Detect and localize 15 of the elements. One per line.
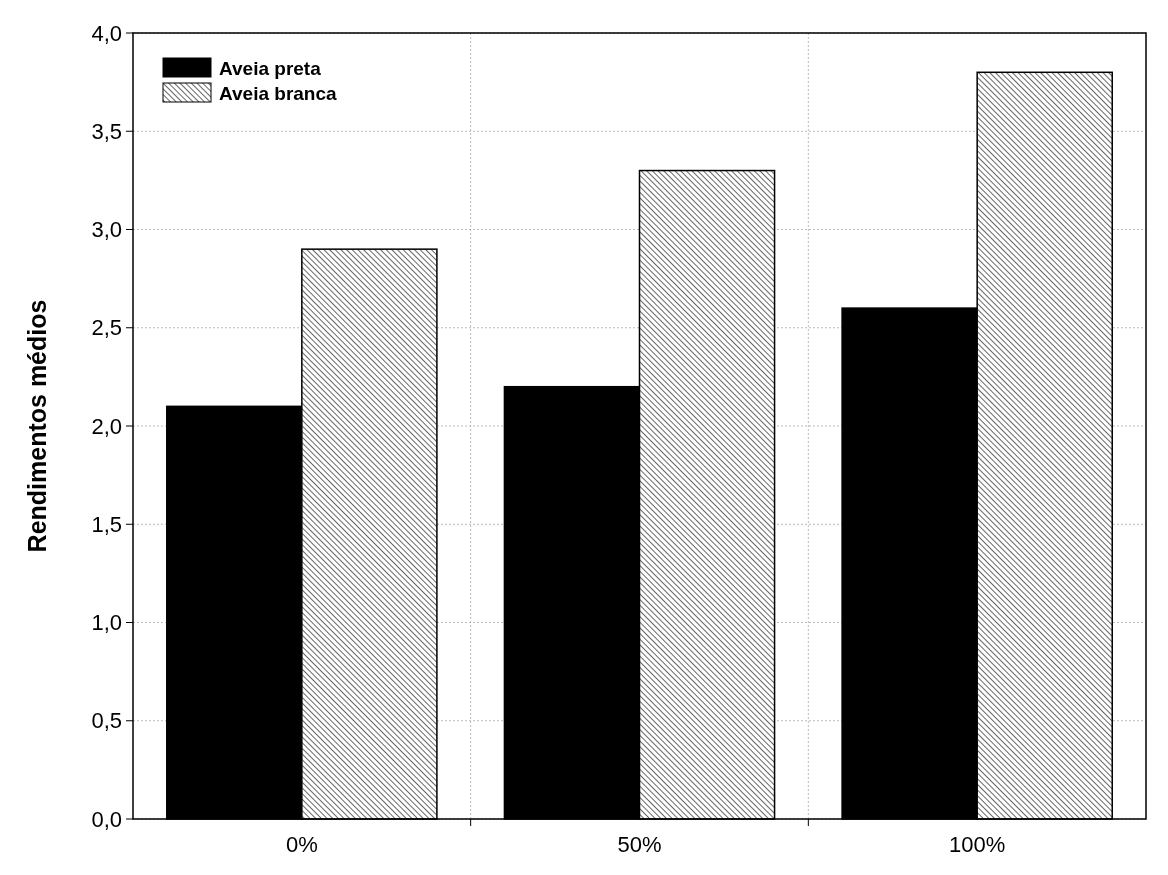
x-tick-label: 50%	[617, 832, 662, 857]
y-tick-label: 0,0	[91, 806, 122, 832]
legend-label: Aveia preta	[219, 57, 322, 79]
legend-label: Aveia branca	[219, 82, 338, 104]
x-tick-label: 0%	[285, 832, 318, 857]
x-tick-label: 100%	[949, 832, 1006, 857]
y-tick-label: 3,5	[91, 118, 122, 144]
y-tick-label: 2,0	[91, 413, 122, 439]
y-tick-label: 2,5	[91, 315, 122, 341]
y-tick-label: 1,0	[91, 610, 122, 636]
y-tick-label: 4,0	[91, 20, 122, 46]
y-tick-label: 1,5	[91, 511, 122, 537]
y-tick-label: 3,0	[91, 217, 122, 243]
y-tick-label: 0,5	[91, 708, 122, 734]
y-axis-title: Rendimentos médios	[23, 299, 51, 553]
